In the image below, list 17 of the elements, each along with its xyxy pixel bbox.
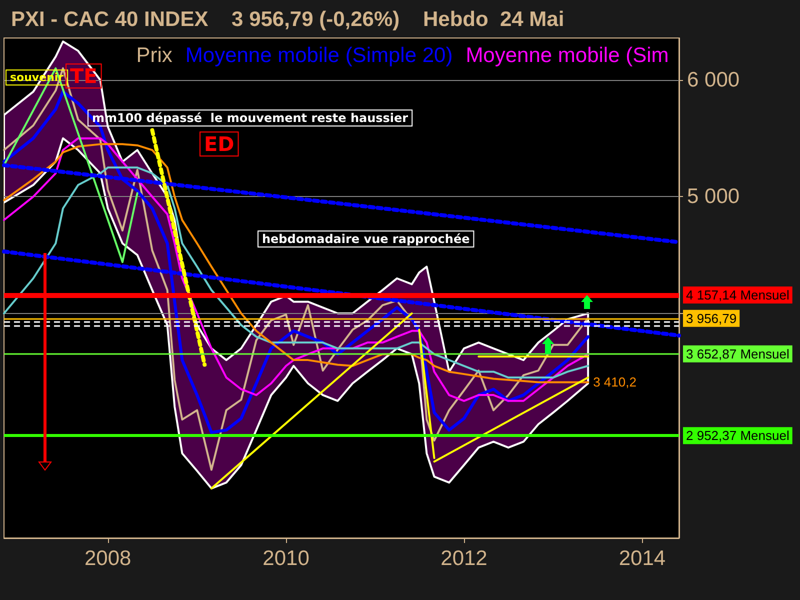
annotation: ED [204, 132, 234, 156]
annotation: hebdomadaire vue rapprochée [262, 232, 470, 246]
y-tick-label: 5 000 [687, 185, 740, 208]
ref-line-label: 3 956,79 [686, 310, 737, 326]
y-tick-label: 6 000 [687, 68, 740, 92]
x-tick-label: 2012 [440, 547, 488, 570]
x-tick-label: 2008 [84, 547, 132, 570]
text: Moyenne mobile (Simple 20) [185, 44, 453, 67]
chart-title: PXI - CAC 40 INDEX 3 956,79 (-0,26%) Hebdo 24 Mai [11, 8, 564, 31]
ref-line-label: 2 952,37 Mensuel [686, 428, 790, 444]
x-tick-label: 2010 [262, 547, 310, 570]
ref-line-label: 3 652,87 Mensuel [686, 346, 790, 362]
text: Moyenne mobile (Sim [466, 44, 669, 67]
x-tick-label: 2014 [618, 547, 666, 570]
text: Prix [136, 44, 173, 67]
data-label: 3 410,2 [593, 374, 636, 390]
ref-line-label: 4 157,14 Mensuel [686, 288, 790, 303]
